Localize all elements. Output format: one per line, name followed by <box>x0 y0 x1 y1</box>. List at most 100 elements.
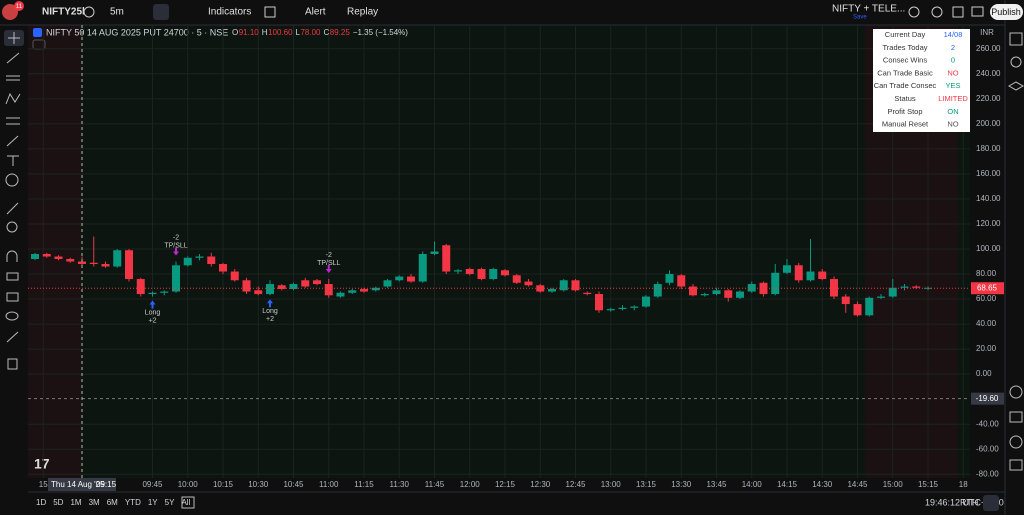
table-label: Can Trade Consec <box>874 81 937 90</box>
candle-body <box>783 265 791 273</box>
candle-body <box>454 270 462 272</box>
candle-body <box>430 251 439 255</box>
candle-body <box>277 285 286 290</box>
goto-date[interactable] <box>181 496 195 509</box>
range-button[interactable]: 5Y <box>165 498 175 507</box>
candle-body <box>794 265 803 281</box>
tool[interactable] <box>7 358 18 370</box>
legend-ohlc: O <box>232 28 238 37</box>
status-rows: Current Day 14/08 Trades Today 2 Consec Wins… <box>874 30 969 129</box>
table-value: 0 <box>951 56 955 65</box>
exit-arrow <box>173 247 179 256</box>
candle-body <box>371 287 380 291</box>
alert[interactable]: Alert <box>305 7 326 18</box>
tool[interactable] <box>6 52 20 64</box>
side-icon[interactable] <box>1009 435 1023 449</box>
tool[interactable] <box>6 135 19 147</box>
side-icon[interactable] <box>1009 385 1023 399</box>
candle-body <box>489 269 498 280</box>
avatar[interactable] <box>2 4 18 20</box>
replay[interactable]: Replay <box>347 7 378 18</box>
tool[interactable] <box>6 292 19 302</box>
chart-type[interactable] <box>153 4 169 20</box>
candle-body <box>148 292 157 295</box>
interval[interactable]: 5m <box>110 7 124 18</box>
candle-body <box>888 287 897 297</box>
x-tick-label: 11:45 <box>425 480 445 489</box>
crosshair-price-label: -19.60 <box>976 394 999 403</box>
annotation-label: -2 <box>173 234 179 241</box>
settings[interactable] <box>931 6 943 18</box>
range-button[interactable]: YTD <box>125 498 141 507</box>
x-tick-label: 13:30 <box>671 480 692 489</box>
search[interactable] <box>908 6 920 18</box>
templates[interactable] <box>264 6 276 18</box>
x-tick-label: 12:30 <box>530 480 551 489</box>
session[interactable]: RTH <box>960 497 978 507</box>
x-tick-label: 14:00 <box>742 480 763 489</box>
crosshair-time-tag <box>48 478 116 491</box>
publish-label[interactable]: Publish <box>991 7 1021 17</box>
candle-body <box>395 276 404 281</box>
crosshair-date: Thu 14 Aug '25 <box>51 480 105 489</box>
range-button[interactable]: 1Y <box>148 498 158 507</box>
candle-body <box>183 257 192 266</box>
y-tick-label: 80.00 <box>976 269 997 278</box>
candle-body <box>642 296 650 307</box>
save[interactable]: Save <box>853 15 867 21</box>
candle-body <box>653 284 662 297</box>
symbol[interactable]: NIFTY25l <box>42 7 85 18</box>
candle-body <box>442 245 451 272</box>
tool[interactable] <box>6 331 19 343</box>
side-icon[interactable] <box>1010 56 1022 68</box>
y-tick-label: 260.00 <box>976 44 1001 53</box>
tool[interactable] <box>5 92 21 105</box>
side-icon[interactable] <box>1009 411 1023 423</box>
table-value: NO <box>947 120 958 129</box>
x-tick-label: 18 <box>959 480 968 489</box>
side-icon[interactable] <box>1007 81 1024 91</box>
range-button[interactable]: 1M <box>70 498 81 507</box>
screenshot[interactable] <box>971 6 984 17</box>
range-button[interactable]: 5D <box>53 498 63 507</box>
publish-button[interactable] <box>990 4 1023 20</box>
candle-body <box>724 290 733 298</box>
annotation-label: TP/SLL <box>317 260 340 267</box>
fullscreen[interactable] <box>952 6 964 18</box>
layout-name[interactable]: NIFTY + TELE... <box>832 4 905 15</box>
x-tick-label: 10:45 <box>283 480 304 489</box>
candle-body <box>900 286 909 288</box>
candle-body <box>736 291 744 298</box>
indicators[interactable]: Indicators <box>208 7 251 18</box>
side-icon[interactable] <box>1009 32 1023 46</box>
range-button[interactable]: All <box>181 498 190 507</box>
range-button[interactable]: 1D <box>36 498 46 507</box>
settings-button[interactable] <box>983 495 999 511</box>
tool[interactable] <box>6 202 19 215</box>
candle-body <box>865 297 874 316</box>
tool[interactable] <box>5 311 19 321</box>
x-tick-label: 13:15 <box>636 480 657 489</box>
side-icon[interactable] <box>1009 459 1023 471</box>
tool[interactable] <box>6 250 18 262</box>
tool[interactable] <box>6 221 18 233</box>
tool[interactable] <box>6 272 19 281</box>
candle-body <box>630 306 639 308</box>
x-tick-label: 15 <box>39 480 48 489</box>
tool[interactable] <box>5 173 19 187</box>
legend-ohlc: 91.10 <box>239 28 260 37</box>
legend-ohlc: −1.35 (−1.54%) <box>353 28 408 37</box>
candle-body <box>89 262 98 265</box>
range-button[interactable]: 3M <box>89 498 100 507</box>
table-label: Consec Wins <box>883 56 927 65</box>
candle-body <box>477 269 486 280</box>
legend-ohlc: C <box>324 28 330 37</box>
range-button[interactable]: 6M <box>107 498 118 507</box>
x-tick-label: 10:30 <box>248 480 269 489</box>
add-symbol[interactable] <box>83 6 95 18</box>
candle-body <box>125 250 133 280</box>
crosshair-time: 09:15 <box>96 480 117 489</box>
clock: 19:46:12 UTC+5:30 <box>925 497 1004 507</box>
candle-body <box>289 284 298 290</box>
